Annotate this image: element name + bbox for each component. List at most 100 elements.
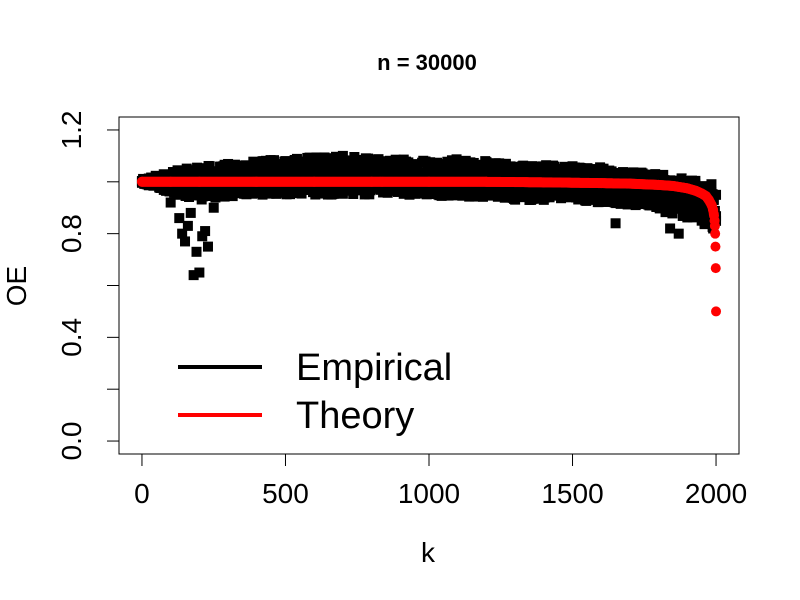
empirical-point xyxy=(194,267,205,278)
empirical-point xyxy=(624,169,635,180)
empirical-point xyxy=(534,170,545,181)
x-axis: 0 500 1000 1500 2000 xyxy=(134,453,747,509)
empirical-point xyxy=(410,188,421,199)
theory-point xyxy=(309,176,320,187)
theory-point xyxy=(682,183,693,194)
empirical-point xyxy=(673,228,684,239)
empirical-point xyxy=(288,170,299,181)
empirical-point xyxy=(306,171,317,182)
y-tick-label: 0.4 xyxy=(56,318,87,357)
legend-label-empirical: Empirical xyxy=(296,347,452,389)
theory-point xyxy=(165,176,176,187)
empirical-point xyxy=(696,215,707,226)
legend: Empirical Theory xyxy=(178,347,452,437)
empirical-point xyxy=(200,226,211,237)
theory-point xyxy=(710,241,721,252)
empirical-point xyxy=(510,194,521,205)
empirical-point xyxy=(424,161,434,172)
x-tick-label: 0 xyxy=(134,478,150,509)
empirical-point xyxy=(452,156,463,167)
x-tick-label: 2000 xyxy=(685,478,747,509)
theory-point xyxy=(424,176,434,187)
theory-point xyxy=(366,176,377,187)
empirical-point xyxy=(210,189,221,200)
empirical-point xyxy=(567,161,578,172)
empirical-point xyxy=(538,163,549,174)
theory-point xyxy=(596,178,607,189)
empirical-point xyxy=(690,175,701,186)
empirical-point xyxy=(280,156,291,167)
x-tick-label: 500 xyxy=(262,478,309,509)
empirical-point xyxy=(191,246,202,257)
empirical-point xyxy=(711,189,722,200)
empirical-point xyxy=(596,163,607,174)
empirical-point xyxy=(443,190,454,201)
empirical-point xyxy=(653,171,664,182)
empirical-point xyxy=(510,166,521,177)
y-tick-label: 0.8 xyxy=(56,214,87,253)
empirical-point xyxy=(202,241,213,252)
empirical-point xyxy=(500,187,511,198)
empirical-point xyxy=(274,166,285,177)
theory-point xyxy=(667,180,678,191)
theory-point xyxy=(709,220,720,231)
theory-point xyxy=(653,179,664,190)
y-tick-label: 0.0 xyxy=(56,422,87,461)
empirical-point xyxy=(610,218,621,229)
empirical-point xyxy=(398,188,409,199)
theory-point xyxy=(136,176,147,187)
empirical-point xyxy=(223,184,234,195)
empirical-point xyxy=(337,150,348,161)
y-tick-label: 1.2 xyxy=(56,110,87,149)
theory-point xyxy=(251,176,262,187)
empirical-point xyxy=(177,228,188,239)
empirical-point xyxy=(481,163,492,174)
empirical-point xyxy=(450,190,461,201)
theory-point xyxy=(481,176,492,187)
empirical-point xyxy=(186,165,197,176)
empirical-point xyxy=(706,179,717,190)
empirical-point xyxy=(682,207,693,218)
empirical-point xyxy=(185,207,196,218)
empirical-point xyxy=(680,175,691,186)
empirical-point xyxy=(395,158,406,169)
chart-title: n = 30000 xyxy=(377,50,477,75)
x-tick-label: 1000 xyxy=(398,478,460,509)
empirical-point xyxy=(251,163,262,174)
empirical-point xyxy=(272,159,283,170)
empirical-point xyxy=(468,157,479,168)
empirical-point xyxy=(667,204,678,215)
empirical-point xyxy=(694,194,705,205)
empirical-point xyxy=(247,188,258,199)
empirical-point xyxy=(309,153,320,164)
empirical-point xyxy=(639,169,650,180)
empirical-point xyxy=(688,212,699,223)
empirical-point xyxy=(661,206,672,217)
empirical-point xyxy=(298,184,309,195)
empirical-point xyxy=(162,181,173,192)
empirical-point xyxy=(524,194,535,205)
empirical-point xyxy=(208,202,219,213)
empirical-point xyxy=(204,161,215,172)
x-axis-label: k xyxy=(421,537,436,568)
theory-point xyxy=(710,228,721,239)
theory-point xyxy=(624,178,635,189)
empirical-point xyxy=(665,175,676,186)
legend-label-theory: Theory xyxy=(296,395,414,437)
y-axis: 0.0 0.4 0.8 1.2 xyxy=(56,110,120,461)
empirical-point xyxy=(180,236,191,247)
empirical-point xyxy=(477,190,488,201)
theory-point xyxy=(711,306,722,317)
empirical-point xyxy=(182,220,193,231)
empirical-point xyxy=(197,231,208,242)
empirical-point xyxy=(348,188,359,199)
empirical-point xyxy=(665,223,676,234)
plot-area xyxy=(136,150,722,317)
theory-point xyxy=(194,176,205,187)
x-tick-label: 1500 xyxy=(541,478,603,509)
empirical-point xyxy=(544,192,555,203)
empirical-point xyxy=(174,213,185,224)
theory-point xyxy=(710,263,721,274)
